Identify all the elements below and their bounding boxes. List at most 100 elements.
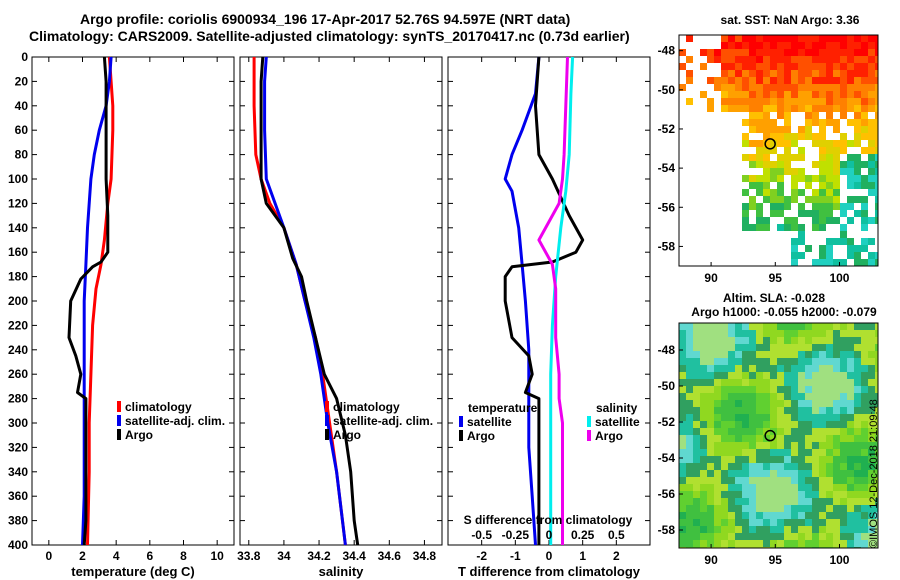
map-cell	[812, 140, 819, 147]
x-tick-label: 8	[180, 549, 187, 563]
map-cell	[707, 49, 714, 56]
map-cell	[784, 456, 791, 463]
map-cell	[819, 519, 826, 526]
map-cell	[861, 372, 868, 379]
map-cell	[756, 42, 763, 49]
map-cell	[812, 42, 819, 49]
map-cell	[826, 42, 833, 49]
map-cell	[854, 540, 861, 547]
map-cell	[700, 63, 707, 70]
map-cell	[700, 407, 707, 414]
map-cell	[735, 63, 742, 70]
map-cell	[875, 421, 878, 428]
x-tick-label: -1	[510, 549, 521, 563]
map-cell	[826, 505, 833, 512]
map-cell	[749, 91, 756, 98]
y-tick-label: 280	[8, 392, 28, 406]
map-cell	[861, 540, 868, 547]
map-cell	[875, 365, 878, 372]
map-cell	[861, 35, 868, 42]
map-cell	[679, 344, 686, 351]
map-cell	[735, 435, 742, 442]
map-cell	[840, 63, 847, 70]
map-cell	[721, 512, 728, 519]
map-cell	[868, 126, 875, 133]
map-cell	[700, 512, 707, 519]
map-cell	[777, 224, 784, 231]
map-cell	[875, 470, 878, 477]
map-cell	[763, 330, 770, 337]
map-cell	[791, 252, 798, 259]
map-cell	[819, 126, 826, 133]
series-line-argo	[259, 56, 360, 546]
map-cell	[805, 456, 812, 463]
map-cell	[756, 119, 763, 126]
map-cell	[756, 126, 763, 133]
map-cell	[728, 526, 735, 533]
map-cell	[861, 175, 868, 182]
map-cell	[847, 154, 854, 161]
map-cell	[777, 512, 784, 519]
map-cell	[840, 91, 847, 98]
map-cell	[819, 140, 826, 147]
map-cell	[805, 84, 812, 91]
map-cell	[707, 372, 714, 379]
map-cell	[728, 442, 735, 449]
map-cell	[791, 470, 798, 477]
map-cell	[840, 77, 847, 84]
legend-swatch	[587, 416, 591, 427]
map-cell	[847, 77, 854, 84]
map-cell	[868, 491, 875, 498]
map-cell	[840, 484, 847, 491]
map-cell	[735, 105, 742, 112]
map-cell	[812, 119, 819, 126]
map-cell	[749, 498, 756, 505]
map-cell	[749, 484, 756, 491]
map-cell	[847, 519, 854, 526]
x-tick-label-top: 0.25	[571, 528, 595, 542]
map-cell	[791, 477, 798, 484]
map-cell	[777, 140, 784, 147]
map-cell	[868, 323, 875, 330]
map-cell	[805, 498, 812, 505]
map-cell	[861, 126, 868, 133]
map-cell	[798, 35, 805, 42]
map-cell	[854, 175, 861, 182]
map-cell	[721, 400, 728, 407]
map-cell	[756, 505, 763, 512]
map-cell	[784, 161, 791, 168]
map-cell	[777, 84, 784, 91]
map-cell	[749, 519, 756, 526]
map-cell	[812, 323, 819, 330]
map-cell	[875, 84, 878, 91]
map-cell	[770, 126, 777, 133]
x-tick-label: 2	[613, 549, 620, 563]
map-cell	[679, 505, 686, 512]
map-cell	[763, 519, 770, 526]
map-cell	[756, 407, 763, 414]
map-cell	[861, 245, 868, 252]
map-cell	[763, 147, 770, 154]
map-cell	[833, 168, 840, 175]
map-cell	[686, 337, 693, 344]
map-cell	[742, 133, 749, 140]
y-tick-label: 0	[21, 50, 28, 64]
map-cell	[812, 393, 819, 400]
map-cell	[728, 98, 735, 105]
map-cell	[826, 491, 833, 498]
map-cell	[791, 505, 798, 512]
map-cell	[861, 330, 868, 337]
map-cell	[791, 540, 798, 547]
map-cell	[777, 168, 784, 175]
map-cell	[763, 491, 770, 498]
map-cell	[868, 133, 875, 140]
map-cell	[819, 470, 826, 477]
map-cell	[777, 407, 784, 414]
map-cell	[784, 519, 791, 526]
map-cell	[854, 358, 861, 365]
map-cell	[707, 477, 714, 484]
map-cell	[805, 358, 812, 365]
map-cell	[847, 428, 854, 435]
map-cell	[868, 400, 875, 407]
map-cell	[742, 140, 749, 147]
